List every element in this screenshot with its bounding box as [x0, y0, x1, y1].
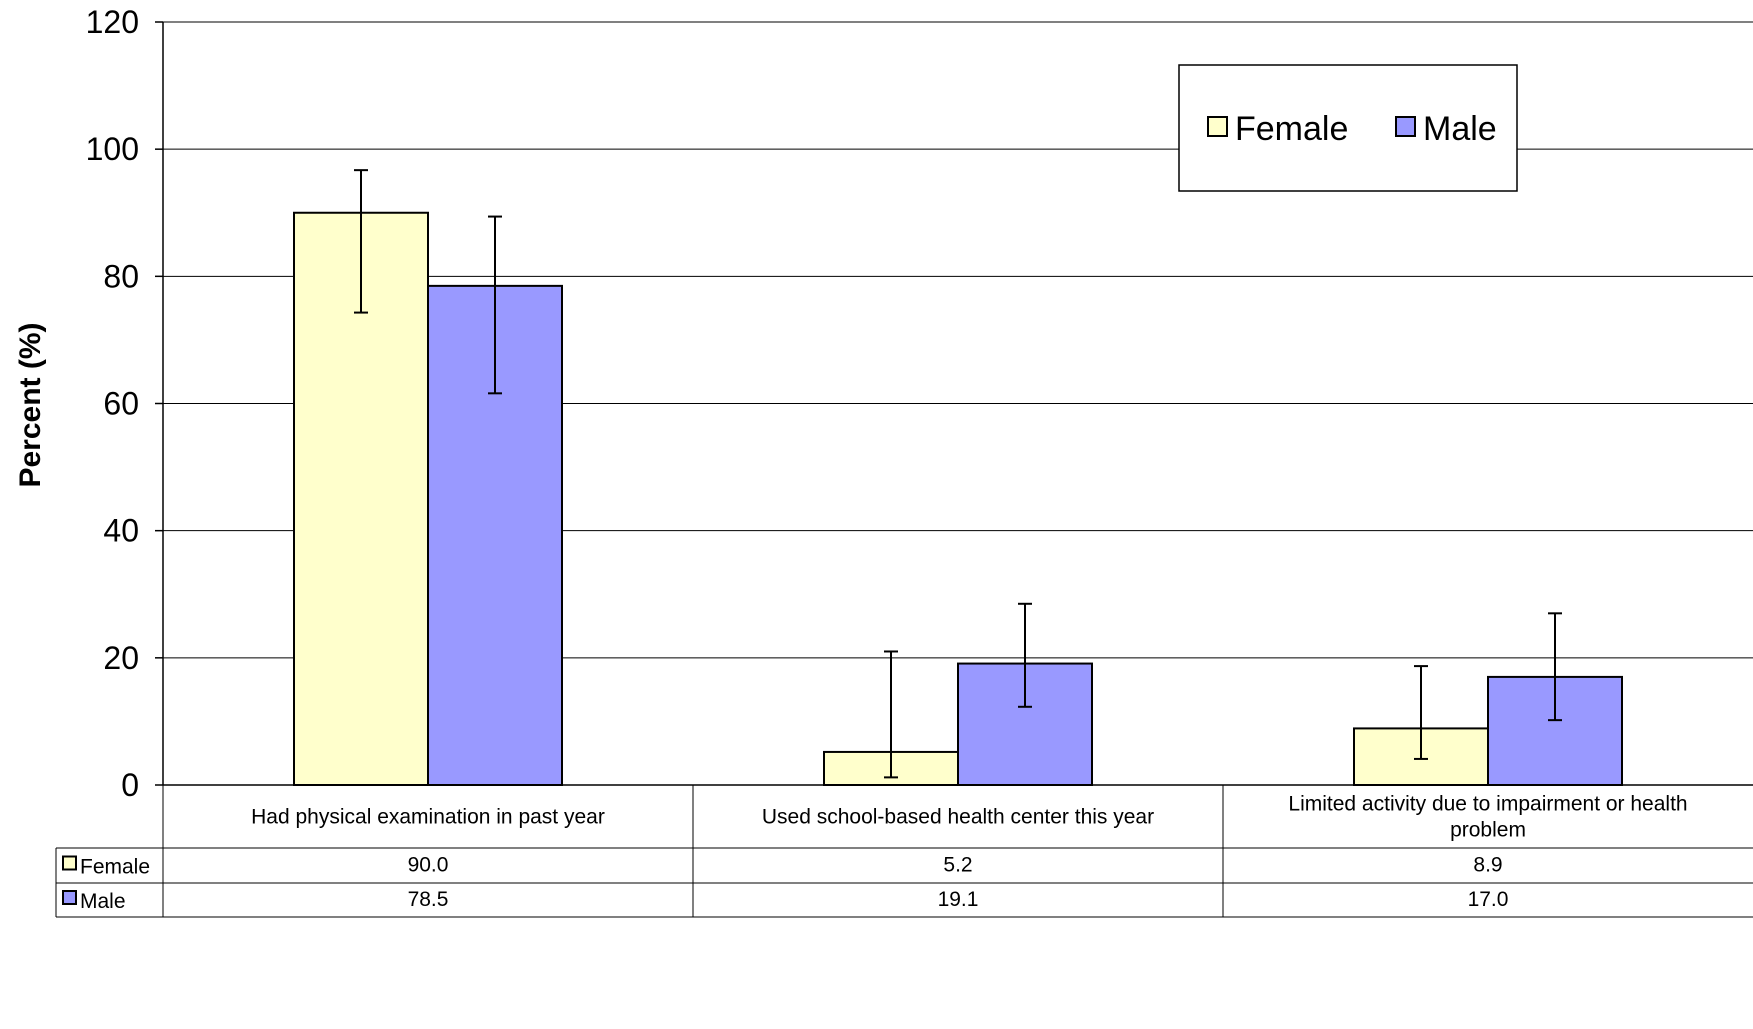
y-tick-label: 80	[103, 258, 139, 294]
y-axis-ticks: 0 20 40 60 80 100 120	[86, 4, 163, 803]
y-tick-label: 20	[103, 640, 139, 676]
y-tick-label: 40	[103, 513, 139, 549]
category-label: Limited activity due to impairment or he…	[1288, 793, 1687, 842]
legend-label-female: Female	[1235, 110, 1348, 148]
table-cell-value: 19.1	[938, 888, 979, 911]
category-label: Had physical examination in past year	[251, 806, 605, 829]
table-cell-value: 5.2	[943, 854, 972, 877]
y-tick-label: 60	[103, 386, 139, 422]
category-label: Used school-based health center this yea…	[762, 806, 1154, 829]
legend-box	[1178, 64, 1518, 192]
bars	[293, 211, 1623, 787]
legend-swatch-male	[1395, 116, 1416, 137]
legend-swatch-female	[1207, 116, 1228, 137]
table-row-label-male: Male	[80, 890, 126, 913]
table-row-label-female: Female	[80, 856, 150, 879]
table-swatch-male	[62, 890, 77, 905]
data-table: Had physical examination in past year Use…	[55, 785, 1753, 918]
y-axis-title: Percent (%)	[14, 322, 47, 487]
table-cell-value: 8.9	[1473, 854, 1502, 877]
legend-label-male: Male	[1423, 110, 1497, 148]
legend: Female Male	[1178, 64, 1518, 192]
error-bars	[354, 169, 1562, 779]
table-swatch-female	[62, 855, 77, 871]
y-tick-label: 100	[86, 131, 139, 167]
y-tick-label: 120	[86, 4, 139, 40]
table-cell-value: 78.5	[408, 888, 449, 911]
table-cell-value: 17.0	[1468, 888, 1509, 911]
table-cell-value: 90.0	[408, 854, 449, 877]
y-tick-label: 0	[121, 767, 139, 803]
